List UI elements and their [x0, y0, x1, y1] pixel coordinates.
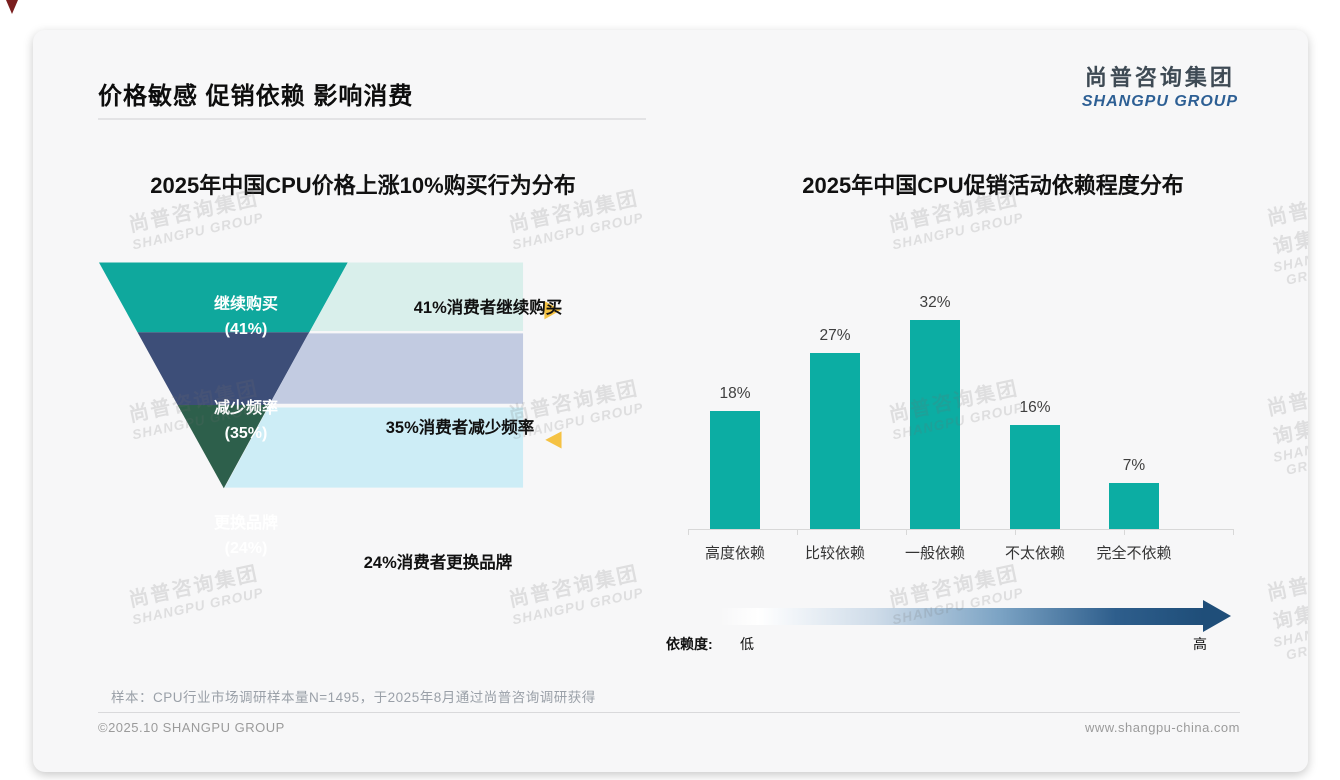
bar: [910, 320, 960, 529]
logo-cn-text: 尚普咨询集团: [1084, 65, 1235, 90]
funnel-annotation-block-1: [310, 262, 524, 331]
funnel-chart: [98, 262, 562, 489]
bar: [1010, 425, 1060, 529]
funnel-segment-3: [177, 405, 270, 489]
bar-chart-title: 2025年中国CPU促销活动依赖程度分布: [802, 173, 1184, 198]
bar: [1109, 483, 1159, 529]
funnel-segment-label: 减少频率 (35%): [213, 400, 279, 442]
bar-axis-tick: [797, 529, 798, 535]
corner-accent-triangle: [6, 0, 18, 14]
bar-category-label: 高度依赖: [704, 545, 766, 562]
slide-card: 价格敏感 促销依赖 影响消费 尚普咨询集团 SHANGPU GROUP 2025…: [33, 30, 1308, 772]
funnel-segment-2: [137, 332, 310, 406]
sample-note: 样本：CPU行业市场调研样本量N=1495，于2025年8月通过尚普咨询调研获得: [111, 690, 596, 705]
footer-website: www.shangpu-china.com: [1084, 720, 1240, 735]
page-title: 价格敏感 促销依赖 影响消费: [98, 83, 414, 110]
bar-value-label: 32%: [919, 294, 951, 311]
bar-axis-tick: [1233, 529, 1234, 535]
funnel-annotation-block-2: [269, 333, 524, 404]
bar-axis-tick: [1124, 529, 1125, 535]
funnel-annotation-text: 41%消费者继续购买: [413, 299, 563, 317]
funnel-segment-1: [98, 262, 348, 333]
funnel-segment-label: 继续购买 (41%): [213, 296, 279, 338]
bar-category-label: 不太依赖: [1004, 545, 1066, 562]
bar-value-label: 18%: [719, 385, 751, 402]
dependence-gradient-arrow: [720, 608, 1203, 625]
bar-value-label: 16%: [1019, 399, 1051, 416]
company-logo: 尚普咨询集团 SHANGPU GROUP: [1082, 60, 1238, 111]
dependence-high-label: 高: [1193, 636, 1207, 652]
bar-axis-tick: [1015, 529, 1016, 535]
funnel-chart-title: 2025年中国CPU价格上涨10%购买行为分布: [150, 173, 576, 198]
bar-category-label: 完全不依赖: [1096, 545, 1172, 562]
funnel-annotation-text: 35%消费者减少频率: [385, 419, 535, 437]
bar-axis-tick: [906, 529, 907, 535]
bar-category-label: 一般依赖: [904, 545, 966, 562]
funnel-annotation-text: 24%消费者更换品牌: [363, 554, 513, 572]
dependence-low-label: 低: [740, 636, 754, 652]
bar-value-label: 27%: [819, 327, 851, 344]
yellow-left-arrow-icon: [545, 431, 562, 449]
footer-divider: [98, 712, 1240, 713]
bar-value-label: 7%: [1122, 457, 1146, 474]
funnel-annotation-block-3: [224, 407, 524, 488]
bar: [710, 411, 760, 529]
funnel-segment-label: 更换品牌 (24%): [213, 515, 279, 557]
bar: [810, 353, 860, 529]
bar-chart-axis-line: [688, 529, 1233, 530]
dependence-axis-label: 依赖度:: [666, 636, 713, 652]
dependence-gradient-arrowhead-icon: [1203, 600, 1231, 632]
title-underline: [98, 118, 646, 120]
bar-category-label: 比较依赖: [804, 545, 866, 562]
yellow-right-arrow-icon: [544, 301, 561, 320]
footer-copyright: ©2025.10 SHANGPU GROUP: [98, 720, 285, 735]
bar-axis-tick: [688, 529, 689, 535]
logo-en-text: SHANGPU GROUP: [1081, 93, 1238, 110]
